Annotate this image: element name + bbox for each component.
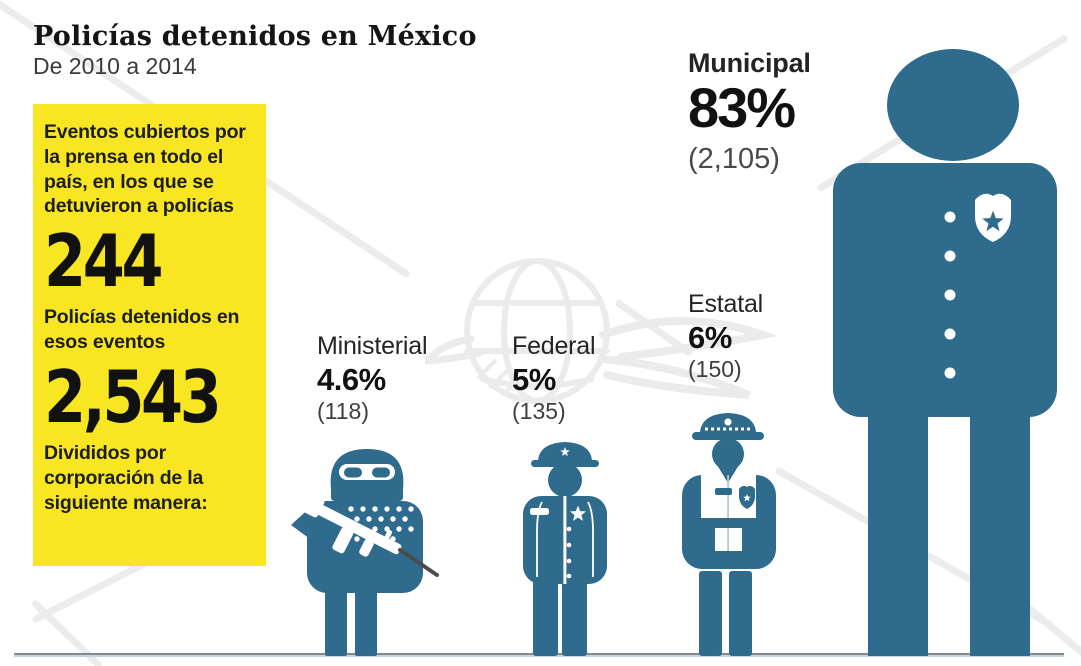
detained-total-label: Policías detenidos en esos eventos (44, 306, 240, 354)
category-percent: 4.6% (317, 361, 386, 397)
category-percent: 83% (688, 76, 796, 140)
category-count: (2,105) (688, 142, 780, 175)
category-percent: 5% (512, 361, 556, 397)
category-count: (150) (688, 355, 742, 382)
category-percent: 6% (688, 319, 732, 355)
category-count: (118) (317, 397, 369, 424)
ministerial-officer-icon (291, 449, 439, 656)
summary-panel: Eventos cubiertos por la prensa en todo … (33, 104, 266, 566)
events-covered-label: Eventos cubiertos por la prensa en todo … (44, 121, 246, 218)
category-count: (135) (512, 397, 566, 424)
page-title: Policías detenidos en México (33, 21, 477, 52)
label-federal: Federal 5% (135) (512, 332, 596, 426)
page-subtitle: De 2010 a 2014 (33, 52, 197, 79)
header: Policías detenidos en México De 2010 a 2… (33, 22, 477, 79)
events-covered-value: 244 (44, 219, 164, 303)
estatal-officer-icon (682, 413, 776, 656)
category-name: Municipal (688, 48, 811, 78)
label-ministerial: Ministerial 4.6% (118) (317, 332, 428, 426)
globe-wings-watermark-icon (425, 258, 775, 404)
detained-total-value: 2,543 (44, 354, 222, 439)
category-name: Federal (512, 332, 596, 360)
category-name: Estatal (688, 290, 764, 318)
federal-officer-icon (523, 442, 607, 656)
label-municipal: Municipal 83% (2,105) (688, 48, 811, 177)
municipal-officer-icon (833, 49, 1057, 656)
breakdown-intro-label: Divididos por corporación de la siguient… (44, 442, 208, 514)
category-name: Ministerial (317, 332, 428, 360)
label-estatal: Estatal 6% (150) (688, 290, 763, 384)
